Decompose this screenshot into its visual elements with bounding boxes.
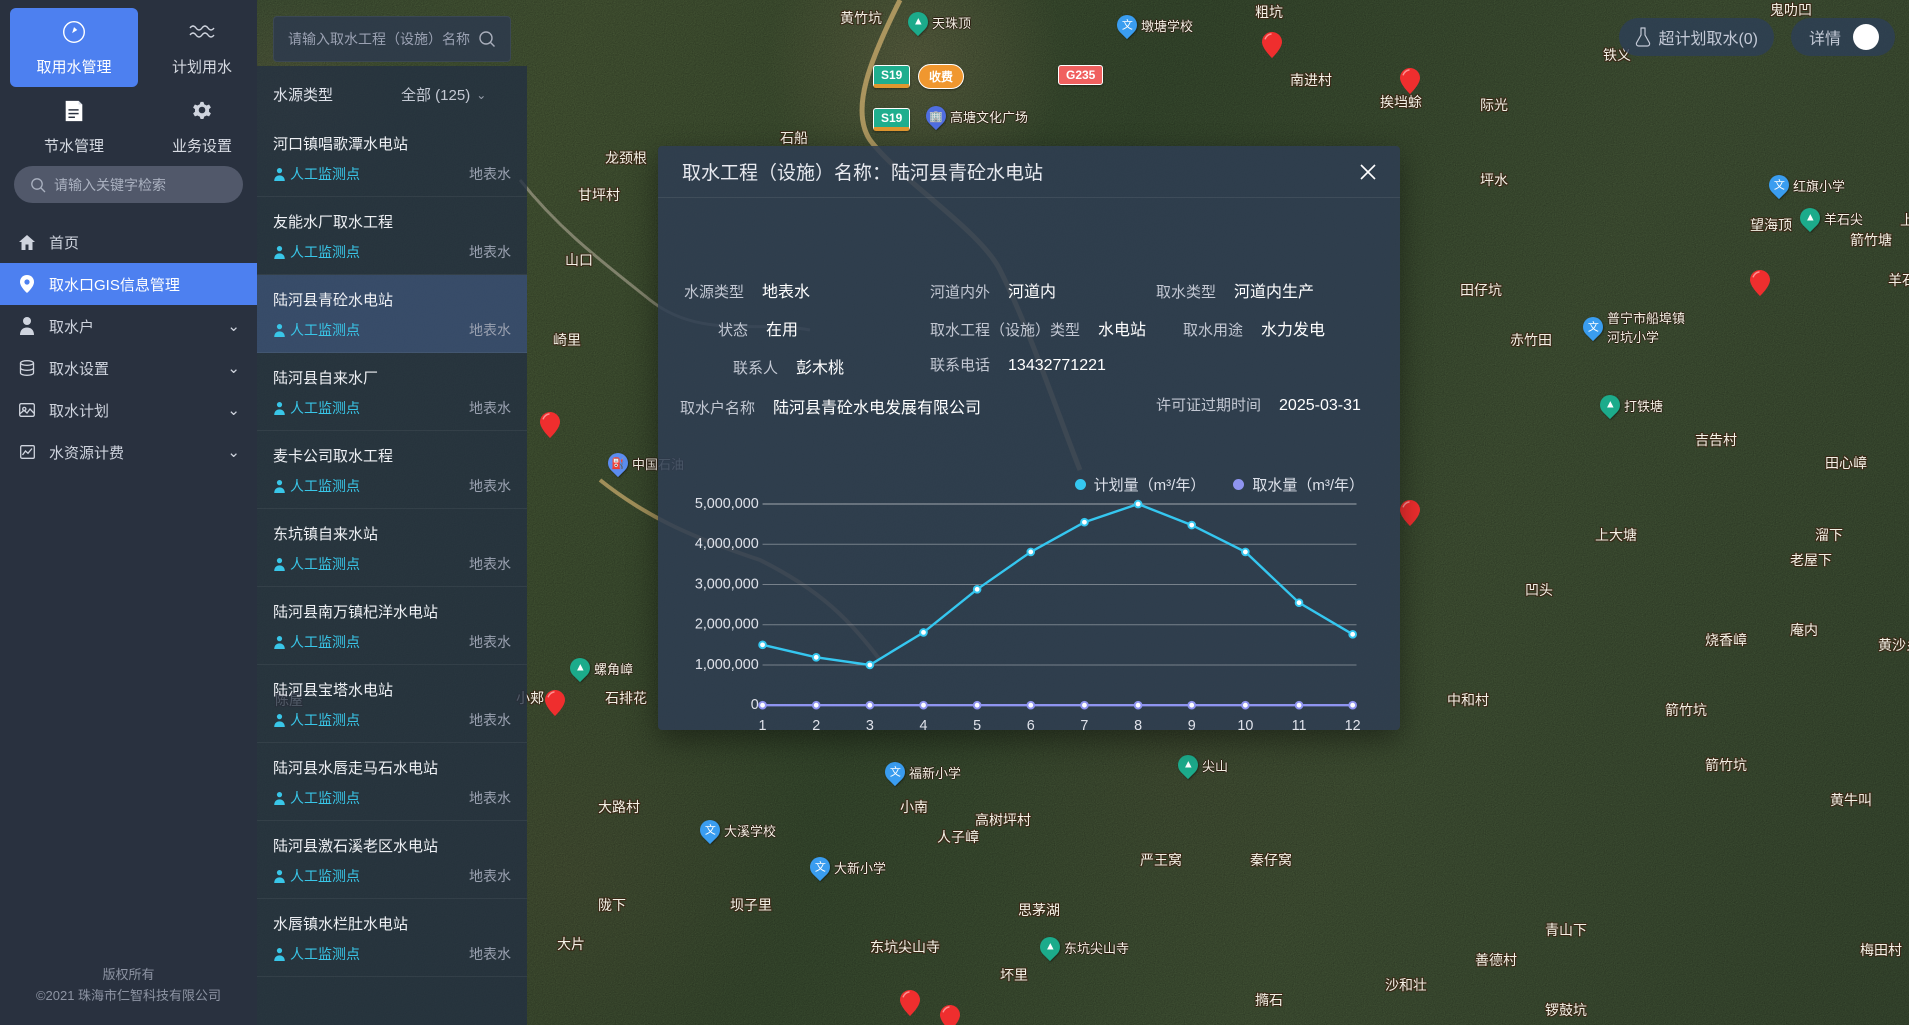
svg-text:9: 9	[1188, 718, 1196, 734]
svg-text:1: 1	[759, 718, 767, 734]
svg-text:11: 11	[1292, 718, 1307, 734]
svg-text:5: 5	[973, 718, 981, 734]
svg-text:3,000,000: 3,000,000	[695, 576, 759, 592]
svg-text:8: 8	[1134, 718, 1142, 734]
svg-text:5,000,000: 5,000,000	[695, 496, 759, 512]
svg-text:3: 3	[866, 718, 874, 734]
svg-text:4: 4	[919, 718, 927, 734]
svg-text:0: 0	[751, 697, 759, 713]
svg-text:2: 2	[812, 718, 820, 734]
svg-text:6: 6	[1027, 718, 1035, 734]
svg-text:1,000,000: 1,000,000	[695, 657, 759, 673]
svg-text:12: 12	[1345, 718, 1361, 734]
svg-text:2,000,000: 2,000,000	[695, 617, 759, 633]
svg-text:7: 7	[1080, 718, 1088, 734]
svg-text:4,000,000: 4,000,000	[695, 536, 759, 552]
svg-text:10: 10	[1237, 718, 1253, 734]
